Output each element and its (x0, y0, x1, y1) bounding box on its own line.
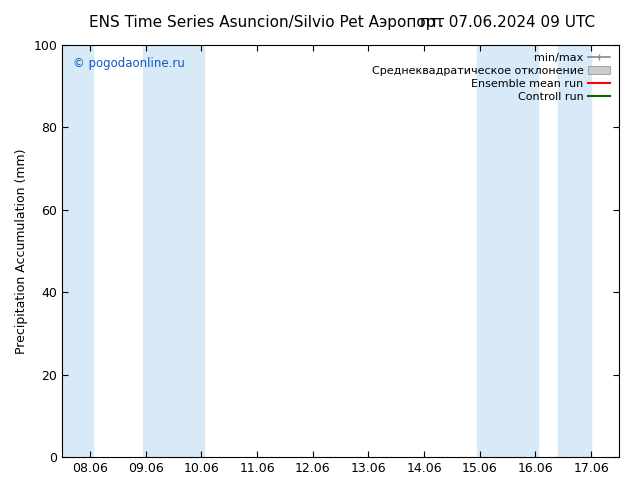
Bar (143, 45, 204, 457)
Bar (477, 45, 538, 457)
Text: © pogodaonline.ru: © pogodaonline.ru (74, 57, 185, 70)
Bar (62, 45, 93, 457)
Legend: min/max, Среднеквадратическое отклонение, Ensemble mean run, Controll run: min/max, Среднеквадратическое отклонение… (368, 50, 614, 105)
Text: ENS Time Series Asuncion/Silvio Pet Аэропорт: ENS Time Series Asuncion/Silvio Pet Аэро… (89, 15, 444, 30)
Text: пт. 07.06.2024 09 UTC: пт. 07.06.2024 09 UTC (420, 15, 595, 30)
Y-axis label: Precipitation Accumulation (mm): Precipitation Accumulation (mm) (15, 148, 28, 354)
Bar (558, 45, 591, 457)
